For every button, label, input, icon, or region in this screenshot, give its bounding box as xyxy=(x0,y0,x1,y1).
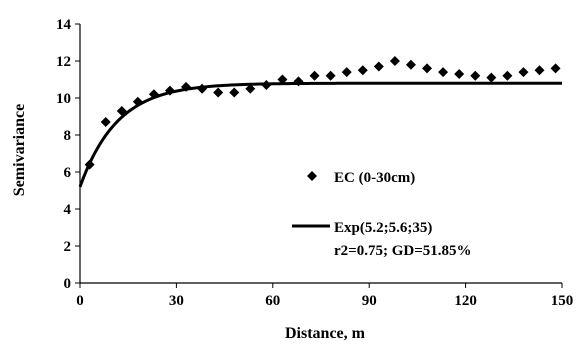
data-point xyxy=(132,96,143,107)
y-tick-label: 6 xyxy=(64,165,72,181)
data-point xyxy=(293,76,304,87)
data-points xyxy=(84,56,561,170)
data-point xyxy=(534,65,545,76)
x-tick-label: 0 xyxy=(76,293,84,309)
y-tick-label: 12 xyxy=(56,54,71,70)
legend-diamond-marker xyxy=(307,171,317,181)
data-point xyxy=(148,89,159,100)
x-tick-label: 30 xyxy=(169,293,184,309)
legend-label-model: Exp(5.2;5.6;35) xyxy=(334,220,432,236)
y-tick-label: 10 xyxy=(56,91,71,107)
legend: EC (0-30cm) Exp(5.2;5.6;35) r2=0.75; GD=… xyxy=(292,170,472,259)
x-tick-label: 150 xyxy=(551,293,574,309)
exponential-model-line xyxy=(78,81,562,188)
y-tick-label: 14 xyxy=(56,17,72,33)
y-tick-label: 4 xyxy=(64,202,72,218)
data-point xyxy=(325,70,336,81)
data-point xyxy=(197,83,208,94)
data-point xyxy=(405,59,416,70)
data-point xyxy=(518,67,529,78)
data-point xyxy=(454,68,465,79)
data-point xyxy=(213,87,224,98)
data-point xyxy=(502,70,513,81)
y-tick-label: 8 xyxy=(64,128,72,144)
data-point xyxy=(277,74,288,85)
data-point xyxy=(550,63,561,74)
data-point xyxy=(389,56,400,66)
data-point xyxy=(422,63,433,74)
ticks: 0 30 60 90 120 150 0 2 4 6 8 10 12 14 xyxy=(56,17,573,309)
data-point xyxy=(164,85,175,96)
legend-label-points: EC (0-30cm) xyxy=(334,170,415,186)
x-axis-label: Distance, m xyxy=(285,325,366,342)
data-point xyxy=(229,87,240,98)
data-point xyxy=(373,61,384,72)
x-tick-label: 90 xyxy=(362,293,377,309)
data-point xyxy=(486,72,497,83)
data-point xyxy=(309,70,320,81)
data-point xyxy=(116,105,127,116)
data-point xyxy=(438,67,449,78)
x-tick-label: 60 xyxy=(265,293,280,309)
model-curve-group xyxy=(78,81,562,188)
y-tick-label: 0 xyxy=(64,276,72,292)
data-point xyxy=(245,83,256,94)
y-tick-label: 2 xyxy=(64,239,72,255)
data-point xyxy=(341,67,352,78)
data-point xyxy=(357,65,368,76)
legend-stats: r2=0.75; GD=51.85% xyxy=(334,243,472,259)
data-point xyxy=(100,117,111,128)
data-point xyxy=(84,159,95,170)
data-point xyxy=(470,70,481,81)
data-point xyxy=(181,81,192,92)
x-tick-label: 120 xyxy=(454,293,477,309)
axes xyxy=(79,24,562,284)
data-point xyxy=(261,80,272,91)
y-axis-label: Semivariance xyxy=(11,104,28,196)
